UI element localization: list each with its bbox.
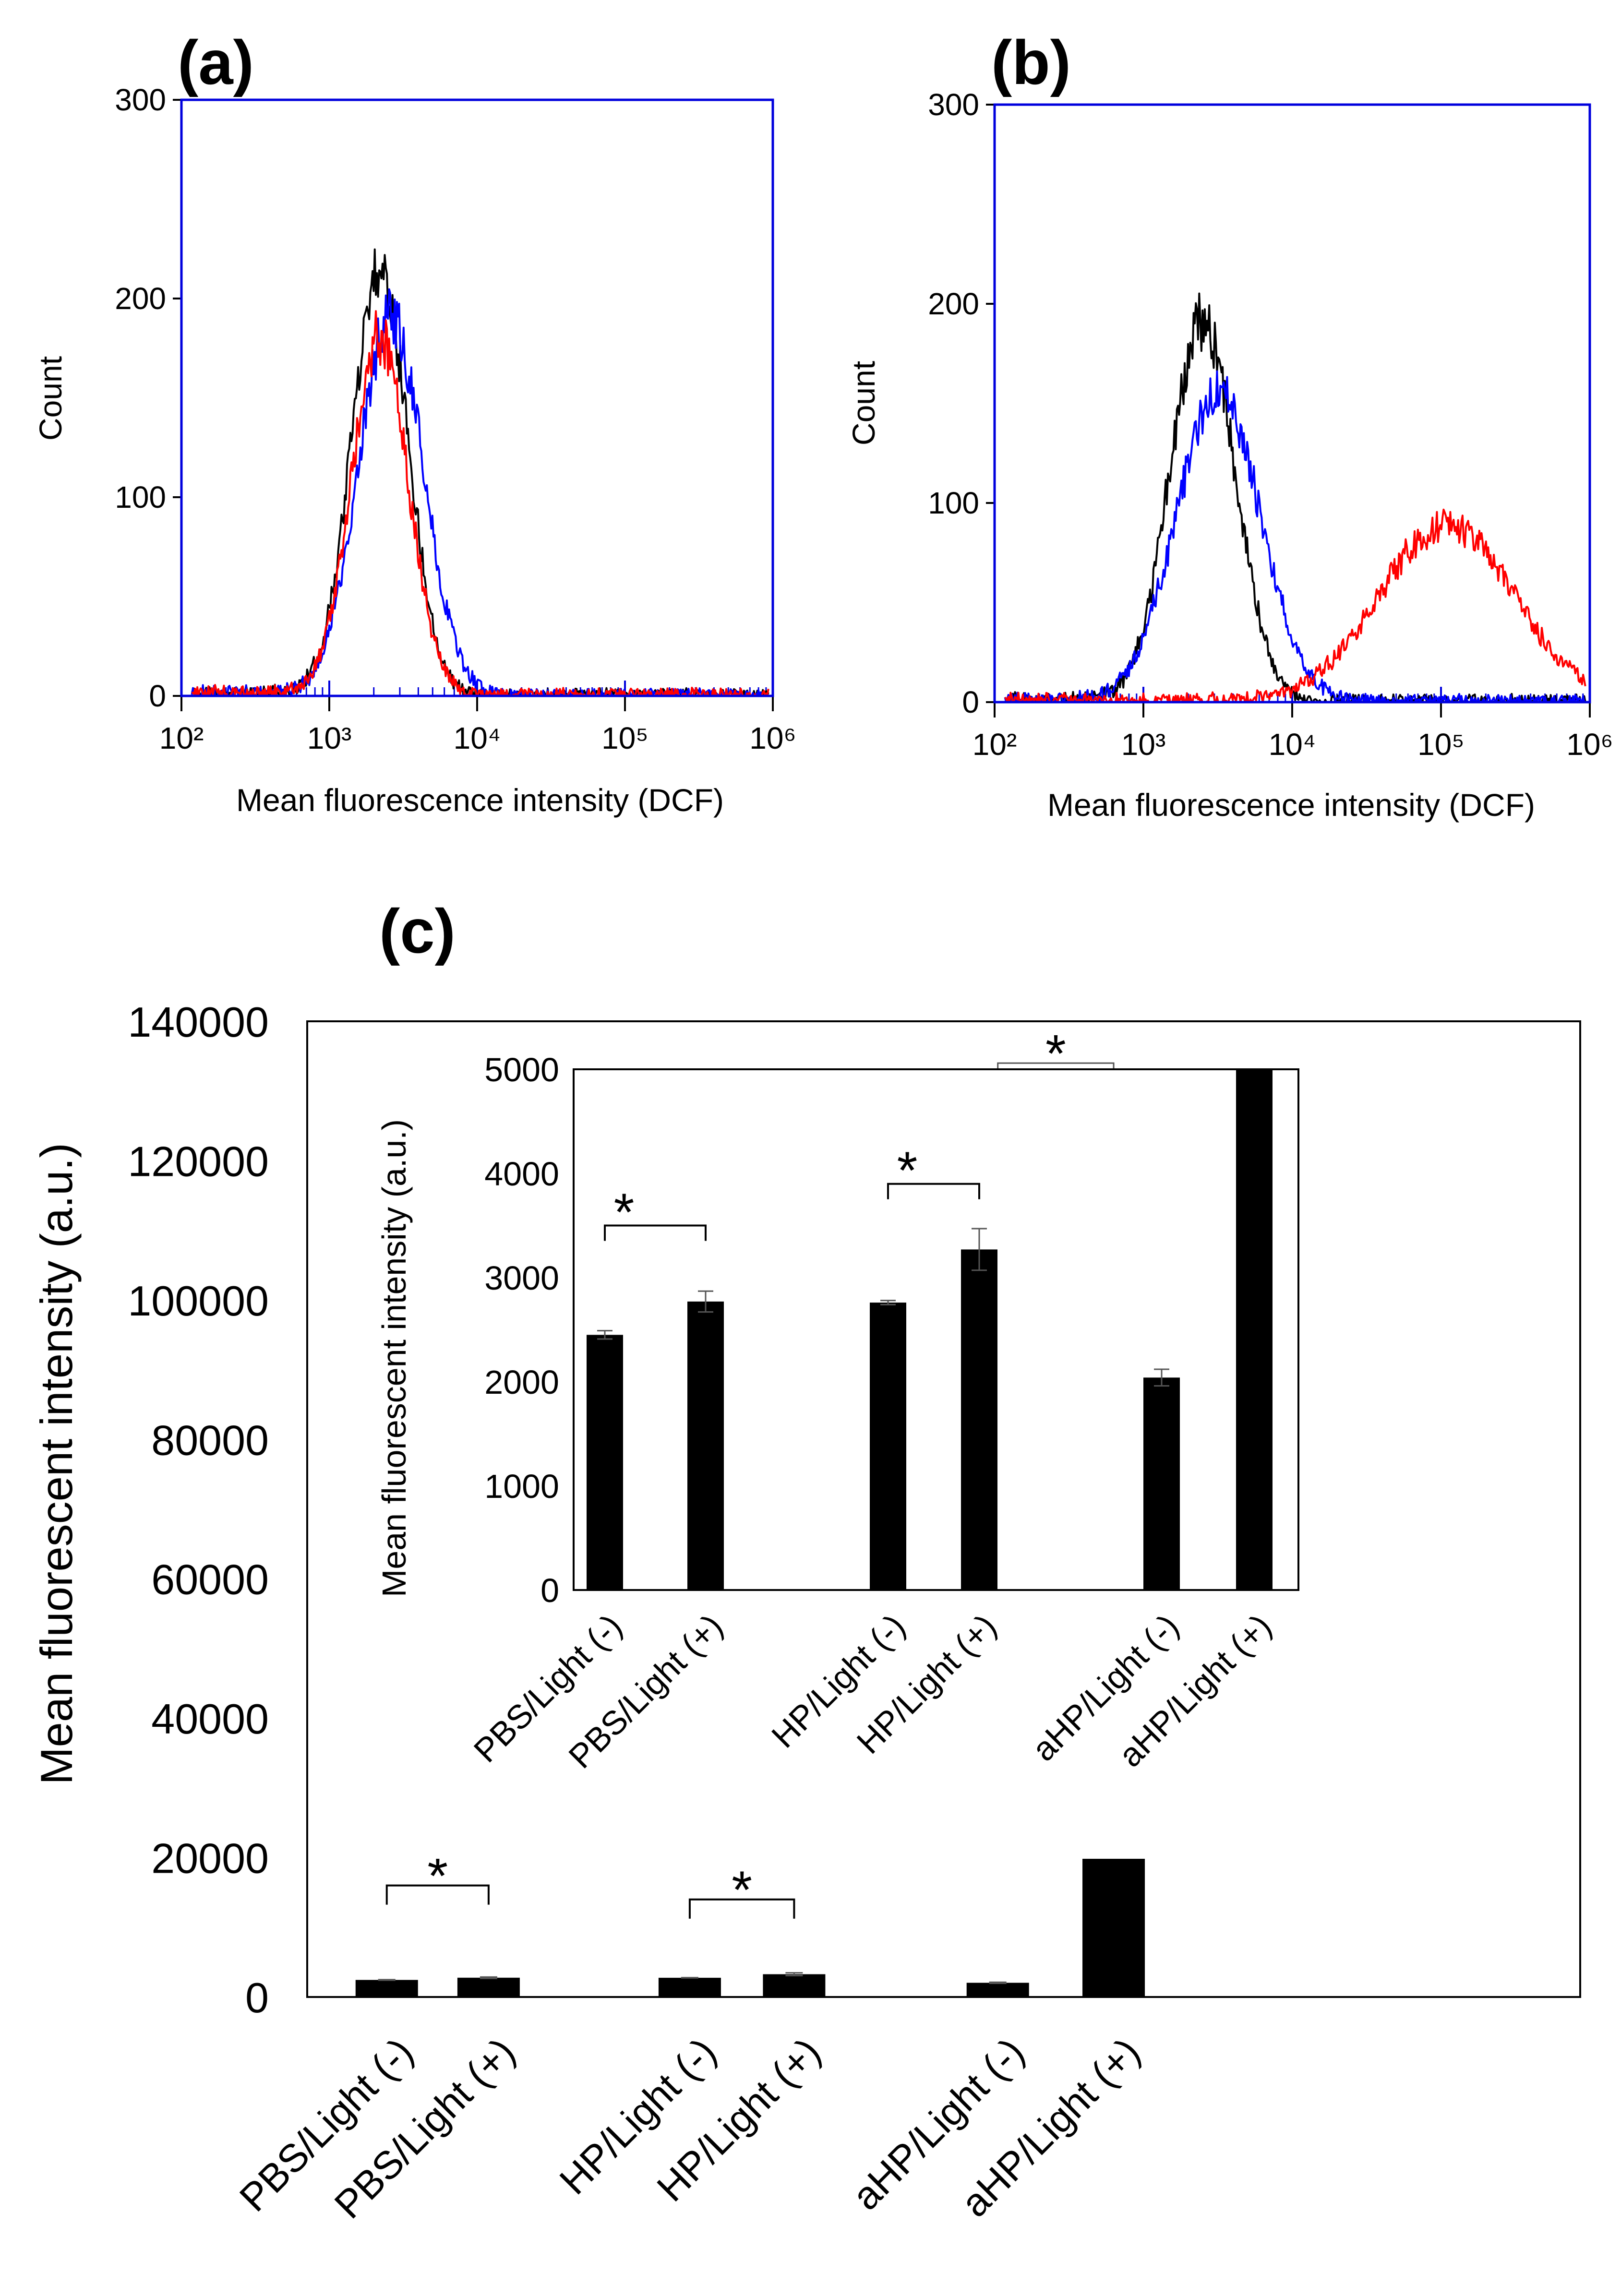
significance-bracket-0	[385, 1884, 490, 1905]
y-tick-label: 300	[928, 87, 979, 122]
inset-significance-bracket-0	[604, 1224, 707, 1241]
inset-y-tick-label: 5000	[484, 1051, 559, 1088]
panel-a-plot-frame	[180, 98, 774, 697]
bar-2	[658, 1977, 721, 1997]
inset-bar-chart: Mean fluorescent intensity (a.u.) 0 1000 2…	[375, 1051, 1299, 1859]
y-tick-label: 100	[115, 480, 166, 514]
inset-y-tick-label: 4000	[484, 1155, 559, 1193]
panel-c-label: (c)	[379, 896, 456, 966]
inset-y-tick-label: 3000	[484, 1259, 559, 1297]
inset-significance-star-1: *	[897, 1141, 918, 1200]
bar-3	[763, 1974, 826, 1997]
inset-bar-0	[587, 1335, 623, 1590]
inset-bar-3	[961, 1249, 997, 1590]
y-tick-label: 20000	[151, 1835, 269, 1882]
bar-4	[966, 1983, 1029, 1997]
y-tick-label: 0	[149, 679, 166, 713]
x-tick-label: 10³	[307, 721, 352, 755]
inset-significance-bracket-1	[887, 1183, 980, 1199]
x-tick-label: 10⁴	[454, 721, 501, 755]
y-tick-label: 0	[962, 685, 979, 719]
y-tick-label: 140000	[128, 998, 269, 1046]
y-tick-label: 120000	[128, 1137, 269, 1185]
histogram-curve-red	[1004, 508, 1586, 703]
significance-star-1: *	[732, 1861, 752, 1920]
inset-y-tick-label: 1000	[484, 1468, 559, 1505]
bar-0	[355, 1980, 418, 1997]
inset-bar-2	[870, 1303, 906, 1590]
x-tick-label: 10⁵	[601, 721, 648, 755]
panel-b-histogram: (b) Mean fluorescence intensity (DCF) Co…	[846, 27, 1613, 823]
inset-bar-1	[687, 1301, 724, 1590]
y-tick-label: 0	[245, 1974, 269, 2021]
significance-bracket-1	[688, 1898, 795, 1919]
inset-significance-star-0: *	[614, 1183, 635, 1242]
y-tick-label: 100000	[128, 1277, 269, 1325]
x-tick-label: 10²	[159, 721, 204, 755]
bar-1	[457, 1977, 520, 1997]
panel-a-label: (a)	[178, 27, 254, 97]
y-tick-label: 200	[115, 281, 166, 316]
y-tick-label: 60000	[151, 1556, 269, 1603]
y-tick-label: 80000	[151, 1416, 269, 1464]
histogram-curve-blue	[1004, 370, 1585, 703]
panel-a-x-axis-title: Mean fluorescence intensity (DCF)	[236, 782, 724, 818]
x-tick-label: 10²	[973, 727, 1017, 762]
inset-bar-4	[1143, 1377, 1180, 1590]
inset-y-tick-label: 0	[540, 1572, 559, 1609]
panel-a-y-axis-title: Count	[33, 356, 68, 441]
panel-b-plot-frame	[993, 103, 1591, 704]
inset-y-axis-title: Mean fluorescent intensity (a.u.)	[375, 1119, 413, 1597]
x-tick-label: 10⁶	[749, 721, 796, 755]
y-tick-label: 40000	[151, 1695, 269, 1743]
inset-plot-frame	[573, 1068, 1299, 1591]
x-tick-label: 10⁴	[1269, 727, 1316, 762]
y-tick-label: 200	[928, 287, 979, 321]
inset-y-tick-label: 2000	[484, 1363, 559, 1401]
x-tick-label: 10⁶	[1566, 727, 1613, 762]
panel-b-y-axis-title: Count	[846, 361, 881, 445]
panel-b-x-axis-title: Mean fluorescence intensity (DCF)	[1047, 787, 1535, 823]
inset-bar-5	[1236, 1069, 1273, 1590]
panel-c-plot-frame	[306, 1020, 1581, 1998]
x-tick-label: 10⁵	[1417, 727, 1465, 762]
panel-c-y-axis-title: Mean fluorescent intensity (a.u.)	[31, 1143, 82, 1785]
y-tick-label: 300	[115, 83, 166, 117]
x-tick-label: 10³	[1121, 727, 1166, 762]
histogram-curve-red	[192, 310, 769, 697]
y-tick-label: 100	[928, 486, 979, 520]
panel-b-label: (b)	[991, 27, 1071, 97]
panel-a-histogram: (a) Mean fluorescence intensity (DCF) Co…	[33, 27, 796, 818]
